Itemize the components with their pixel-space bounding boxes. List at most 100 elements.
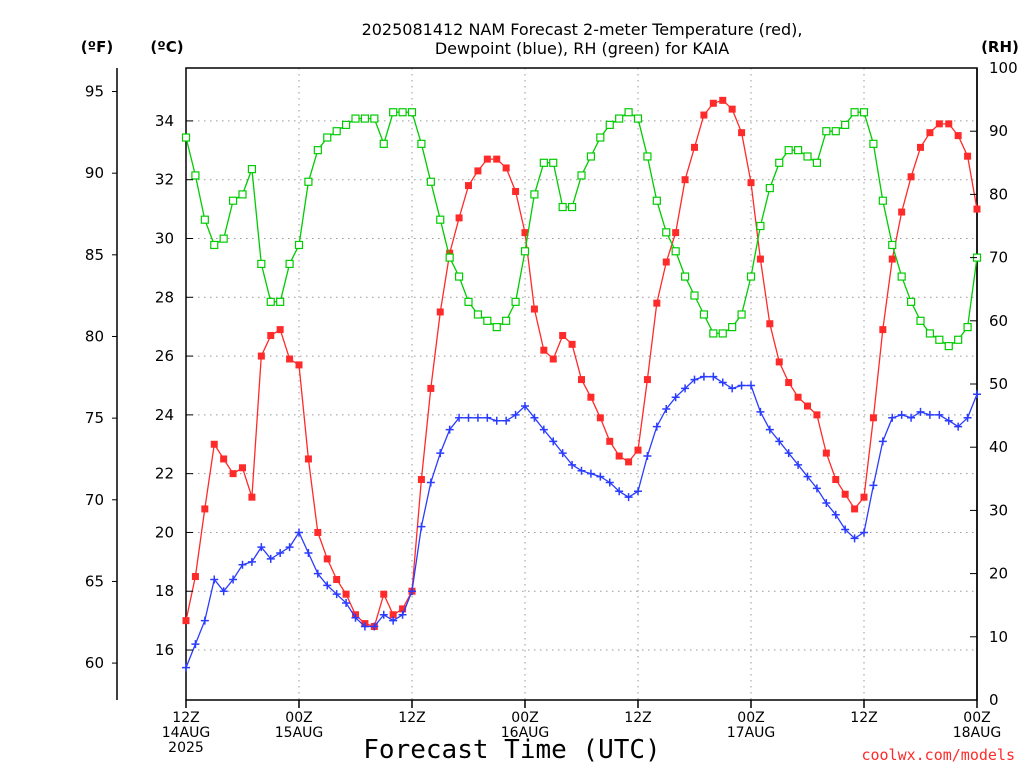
data-point-dewpoint [464,413,473,422]
data-point-dewpoint [530,413,539,422]
data-point-rh [200,215,209,224]
data-point-dewpoint [342,598,351,607]
data-point-rh [586,152,596,161]
tick-label-fahrenheit: 90 [85,164,104,182]
data-point-dewpoint [775,437,784,446]
data-point-rh [765,183,774,193]
data-point-dewpoint [398,610,407,619]
data-point-rh [878,196,887,205]
data-point-rh [888,240,897,250]
credit-link[interactable]: coolwx.com/models [861,746,1015,764]
data-point-rh [897,272,906,281]
data-point-dewpoint [210,575,219,584]
data-point-dewpoint [916,407,925,416]
data-point-dewpoint [568,460,577,469]
tick-label-rh: 80 [989,185,1008,203]
data-point-rh [671,247,680,256]
data-point-temperature [530,305,538,313]
data-point-rh [454,272,464,281]
data-point-temperature [220,455,228,463]
data-point-rh [605,120,614,129]
data-point-temperature [681,176,689,184]
data-point-dewpoint [822,499,831,508]
data-point-rh [257,259,266,269]
data-point-dewpoint [539,425,548,434]
data-point-temperature [822,449,830,457]
data-point-rh [963,323,972,332]
data-point-dewpoint [925,410,934,419]
data-point-temperature [709,99,717,107]
data-point-rh [558,202,567,212]
data-point-rh [784,146,793,155]
data-point-rh [859,108,869,117]
data-point-dewpoint [323,581,332,590]
data-point-dewpoint [426,478,435,487]
data-point-rh [323,133,332,142]
data-point-temperature [728,105,736,113]
data-point-rh [520,247,530,256]
data-point-temperature [813,411,821,419]
data-point-dewpoint [662,404,671,413]
data-point-temperature [775,358,783,366]
tick-label-time: 00Z [511,710,538,726]
data-point-rh [775,158,784,167]
data-point-rh [539,158,548,167]
data-point-dewpoint [643,452,652,461]
data-point-dewpoint [681,384,690,393]
data-point-dewpoint [191,640,200,649]
data-point-temperature [502,164,510,172]
data-point-temperature [973,205,981,213]
data-point-temperature [436,308,444,316]
data-point-dewpoint [624,493,633,502]
data-point-rh [181,133,191,142]
series-layer [181,96,982,672]
data-point-dewpoint [652,422,661,431]
data-point-rh [379,139,388,148]
data-point-temperature [417,476,425,484]
data-point-rh [615,114,624,123]
data-point-rh [812,158,822,167]
data-point-dewpoint [765,425,774,434]
data-point-rh [822,127,831,136]
data-point-dewpoint [596,472,605,481]
tick-label-fahrenheit: 60 [85,654,104,672]
data-point-temperature [483,155,491,163]
data-point-dewpoint [699,372,708,381]
data-point-rh [690,291,699,300]
data-point-temperature [738,129,746,137]
data-point-rh [906,297,916,306]
plot-frame [185,67,978,701]
data-point-rh [925,329,935,338]
data-point-rh [567,202,577,212]
data-point-dewpoint [869,481,878,490]
data-point-dewpoint [351,613,360,622]
data-point-temperature [898,208,906,216]
data-point-dewpoint [285,543,294,552]
data-point-temperature [851,505,859,513]
tick-label-time: 16AUG [501,725,550,741]
data-point-temperature [653,299,661,307]
data-point-rh [332,127,341,136]
data-point-dewpoint [182,663,190,672]
data-point-rh [228,196,238,205]
data-point-temperature [182,617,190,625]
data-point-temperature [455,214,463,222]
data-point-rh [492,323,501,332]
tick-label-celsius: 18 [155,582,174,600]
data-point-dewpoint [229,575,238,584]
data-point-temperature [832,476,840,484]
tick-label-rh: 40 [989,438,1008,456]
data-point-temperature [954,132,962,140]
data-point-temperature [314,528,322,536]
data-point-temperature [191,573,199,581]
data-point-dewpoint [718,378,727,387]
data-point-dewpoint [747,381,755,390]
data-point-temperature [615,452,623,460]
data-point-rh [709,329,718,338]
data-point-dewpoint [558,449,567,458]
data-point-rh [502,316,511,325]
tick-label-fahrenheit: 75 [85,409,104,427]
data-point-temperature [907,173,915,181]
data-point-rh [652,196,661,205]
data-point-dewpoint [831,510,840,519]
